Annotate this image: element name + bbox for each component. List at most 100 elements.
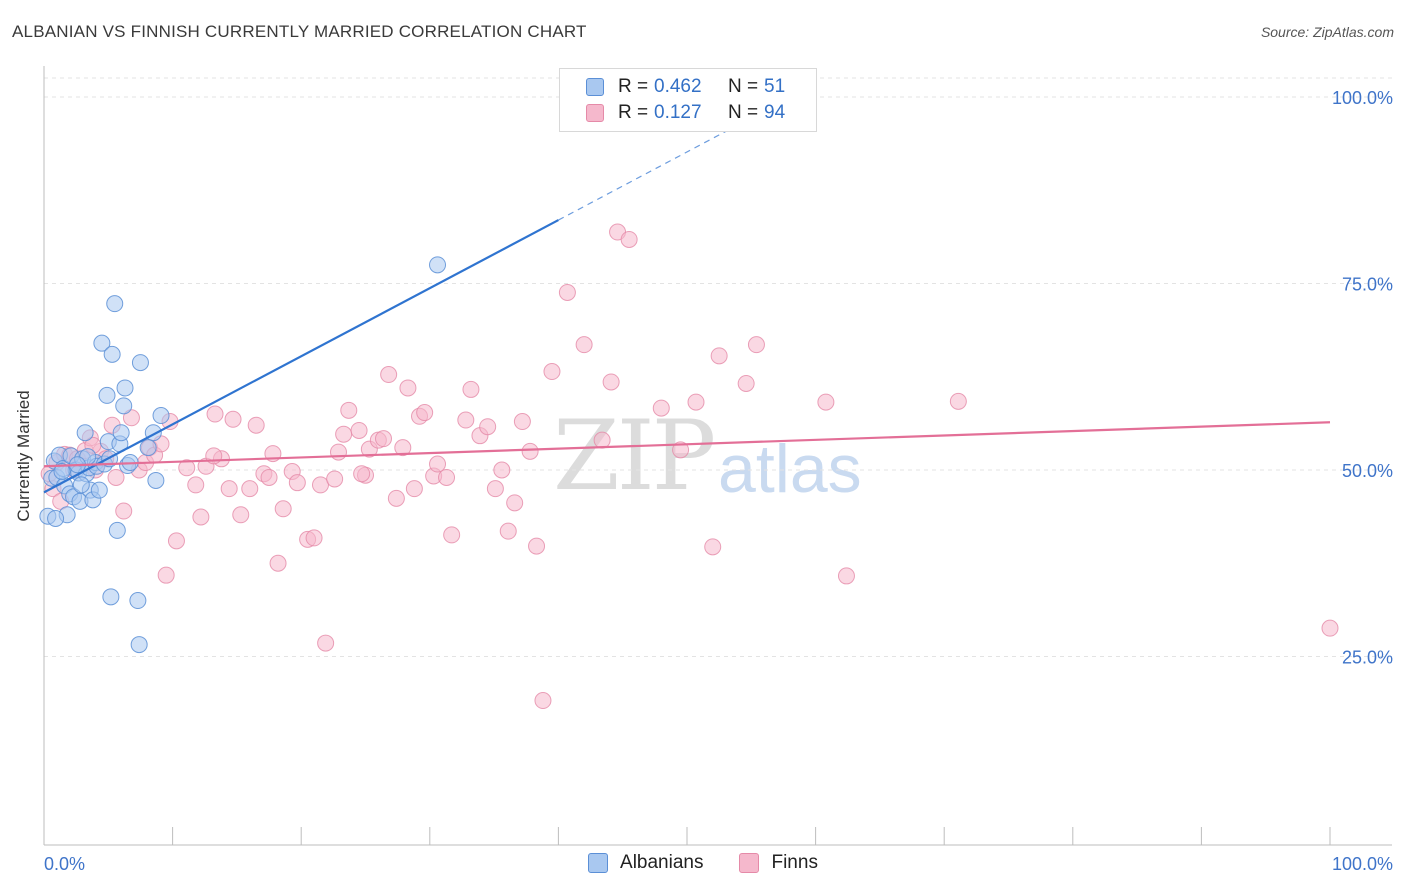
albanians-point xyxy=(116,379,134,397)
albanians-point xyxy=(115,397,133,415)
axes xyxy=(43,66,1392,846)
albanians-point xyxy=(53,462,71,480)
finns-point xyxy=(192,508,210,526)
albanians-point xyxy=(112,424,130,442)
finns-point xyxy=(521,442,539,460)
legend-swatch-albanians xyxy=(586,78,604,96)
finns-point xyxy=(652,399,670,417)
finns-point xyxy=(949,392,967,410)
legend-label-albanians: Albanians xyxy=(620,852,704,873)
albanians-point xyxy=(152,407,170,425)
finns-point xyxy=(737,374,755,392)
finns-point xyxy=(493,461,511,479)
albanians-point xyxy=(90,481,108,499)
finns-point xyxy=(620,230,638,248)
finns-point xyxy=(506,494,524,512)
y-axis-label: Currently Married xyxy=(14,390,33,522)
finns-point xyxy=(399,379,417,397)
albanians-point xyxy=(98,386,116,404)
finns-point xyxy=(335,425,353,443)
legend-label-finns: Finns xyxy=(771,852,818,873)
albanians-point xyxy=(47,509,65,527)
finns-point xyxy=(558,283,576,301)
correlation-legend: R = 0.462 N = 51 R = 0.127 N = 94 xyxy=(559,68,817,132)
legend-swatch-albanians xyxy=(588,853,609,873)
legend-item-finns[interactable]: Finns xyxy=(739,852,818,874)
finns-point xyxy=(167,532,185,550)
finns-point xyxy=(122,409,140,427)
finns-point xyxy=(115,502,133,520)
finns-point xyxy=(187,476,205,494)
x-tick-label: 0.0% xyxy=(44,854,85,874)
watermark-zip: ZIP xyxy=(553,400,716,512)
finns-point xyxy=(387,489,405,507)
finns-point xyxy=(486,480,504,498)
albanians-point xyxy=(108,521,126,539)
legend-n-label: N = xyxy=(728,76,759,97)
finns-trend-line xyxy=(43,421,1331,468)
finns-point xyxy=(206,405,224,423)
finns-point xyxy=(543,363,561,381)
albanians-point xyxy=(106,295,124,313)
finns-point xyxy=(534,692,552,710)
finns-point xyxy=(593,431,611,449)
y-tick-label: 50.0% xyxy=(1342,461,1393,481)
albanians-point xyxy=(139,439,157,457)
legend-n-value: 94 xyxy=(764,102,786,123)
finns-point xyxy=(443,526,461,544)
y-tick-label: 100.0% xyxy=(1332,88,1393,108)
x-tick-label: 100.0% xyxy=(1332,854,1393,874)
finns-point xyxy=(232,506,250,524)
finns-point xyxy=(305,529,323,547)
finns-point xyxy=(710,347,728,365)
finns-points xyxy=(40,223,1339,710)
finns-point xyxy=(513,413,531,431)
finns-point xyxy=(575,336,593,354)
legend-swatch-finns xyxy=(586,104,604,122)
legend-item-albanians[interactable]: Albanians xyxy=(588,852,703,874)
finns-point xyxy=(317,634,335,652)
finns-point xyxy=(602,373,620,391)
finns-point xyxy=(269,554,287,572)
finns-point xyxy=(438,468,456,486)
trend-lines xyxy=(43,117,1331,494)
albanians-point xyxy=(76,424,94,442)
y-tick-label: 25.0% xyxy=(1342,648,1393,668)
albanians-point xyxy=(102,588,120,606)
finns-point xyxy=(687,393,705,411)
finns-point xyxy=(528,537,546,555)
finns-point xyxy=(837,567,855,585)
albanians-point xyxy=(93,334,111,352)
finns-point xyxy=(457,411,475,429)
finns-point xyxy=(329,443,347,461)
watermark-atlas: atlas xyxy=(718,431,862,507)
legend-n-value: 51 xyxy=(764,76,786,97)
finns-point xyxy=(260,468,278,486)
legend-row-finns: R = 0.127 N = 94 xyxy=(586,101,785,125)
finns-point xyxy=(1321,619,1339,637)
legend-row-albanians: R = 0.462 N = 51 xyxy=(586,75,785,99)
finns-point xyxy=(375,430,393,448)
legend-r-label: R = xyxy=(618,102,649,123)
finns-point xyxy=(380,366,398,384)
finns-point xyxy=(107,468,125,486)
albanians-point xyxy=(147,471,165,489)
tick-labels: 25.0% 50.0% 75.0% 100.0% 0.0% 100.0% xyxy=(44,88,1393,874)
albanians-point xyxy=(429,256,447,274)
albanians-point xyxy=(103,345,121,363)
finns-point xyxy=(247,416,265,434)
albanians-trend-extension xyxy=(558,117,752,221)
finns-point xyxy=(350,421,368,439)
legend-swatch-finns xyxy=(739,853,760,873)
finns-point xyxy=(353,465,371,483)
y-axis-label-wrap: Currently Married xyxy=(14,325,34,521)
finns-point xyxy=(479,418,497,436)
finns-point xyxy=(326,470,344,488)
finns-point xyxy=(817,393,835,411)
finns-point xyxy=(220,480,238,498)
finns-point xyxy=(311,476,329,494)
finns-point xyxy=(178,459,196,477)
finns-point xyxy=(288,474,306,492)
legend-r-label: R = xyxy=(618,76,649,97)
finns-point xyxy=(429,455,447,473)
